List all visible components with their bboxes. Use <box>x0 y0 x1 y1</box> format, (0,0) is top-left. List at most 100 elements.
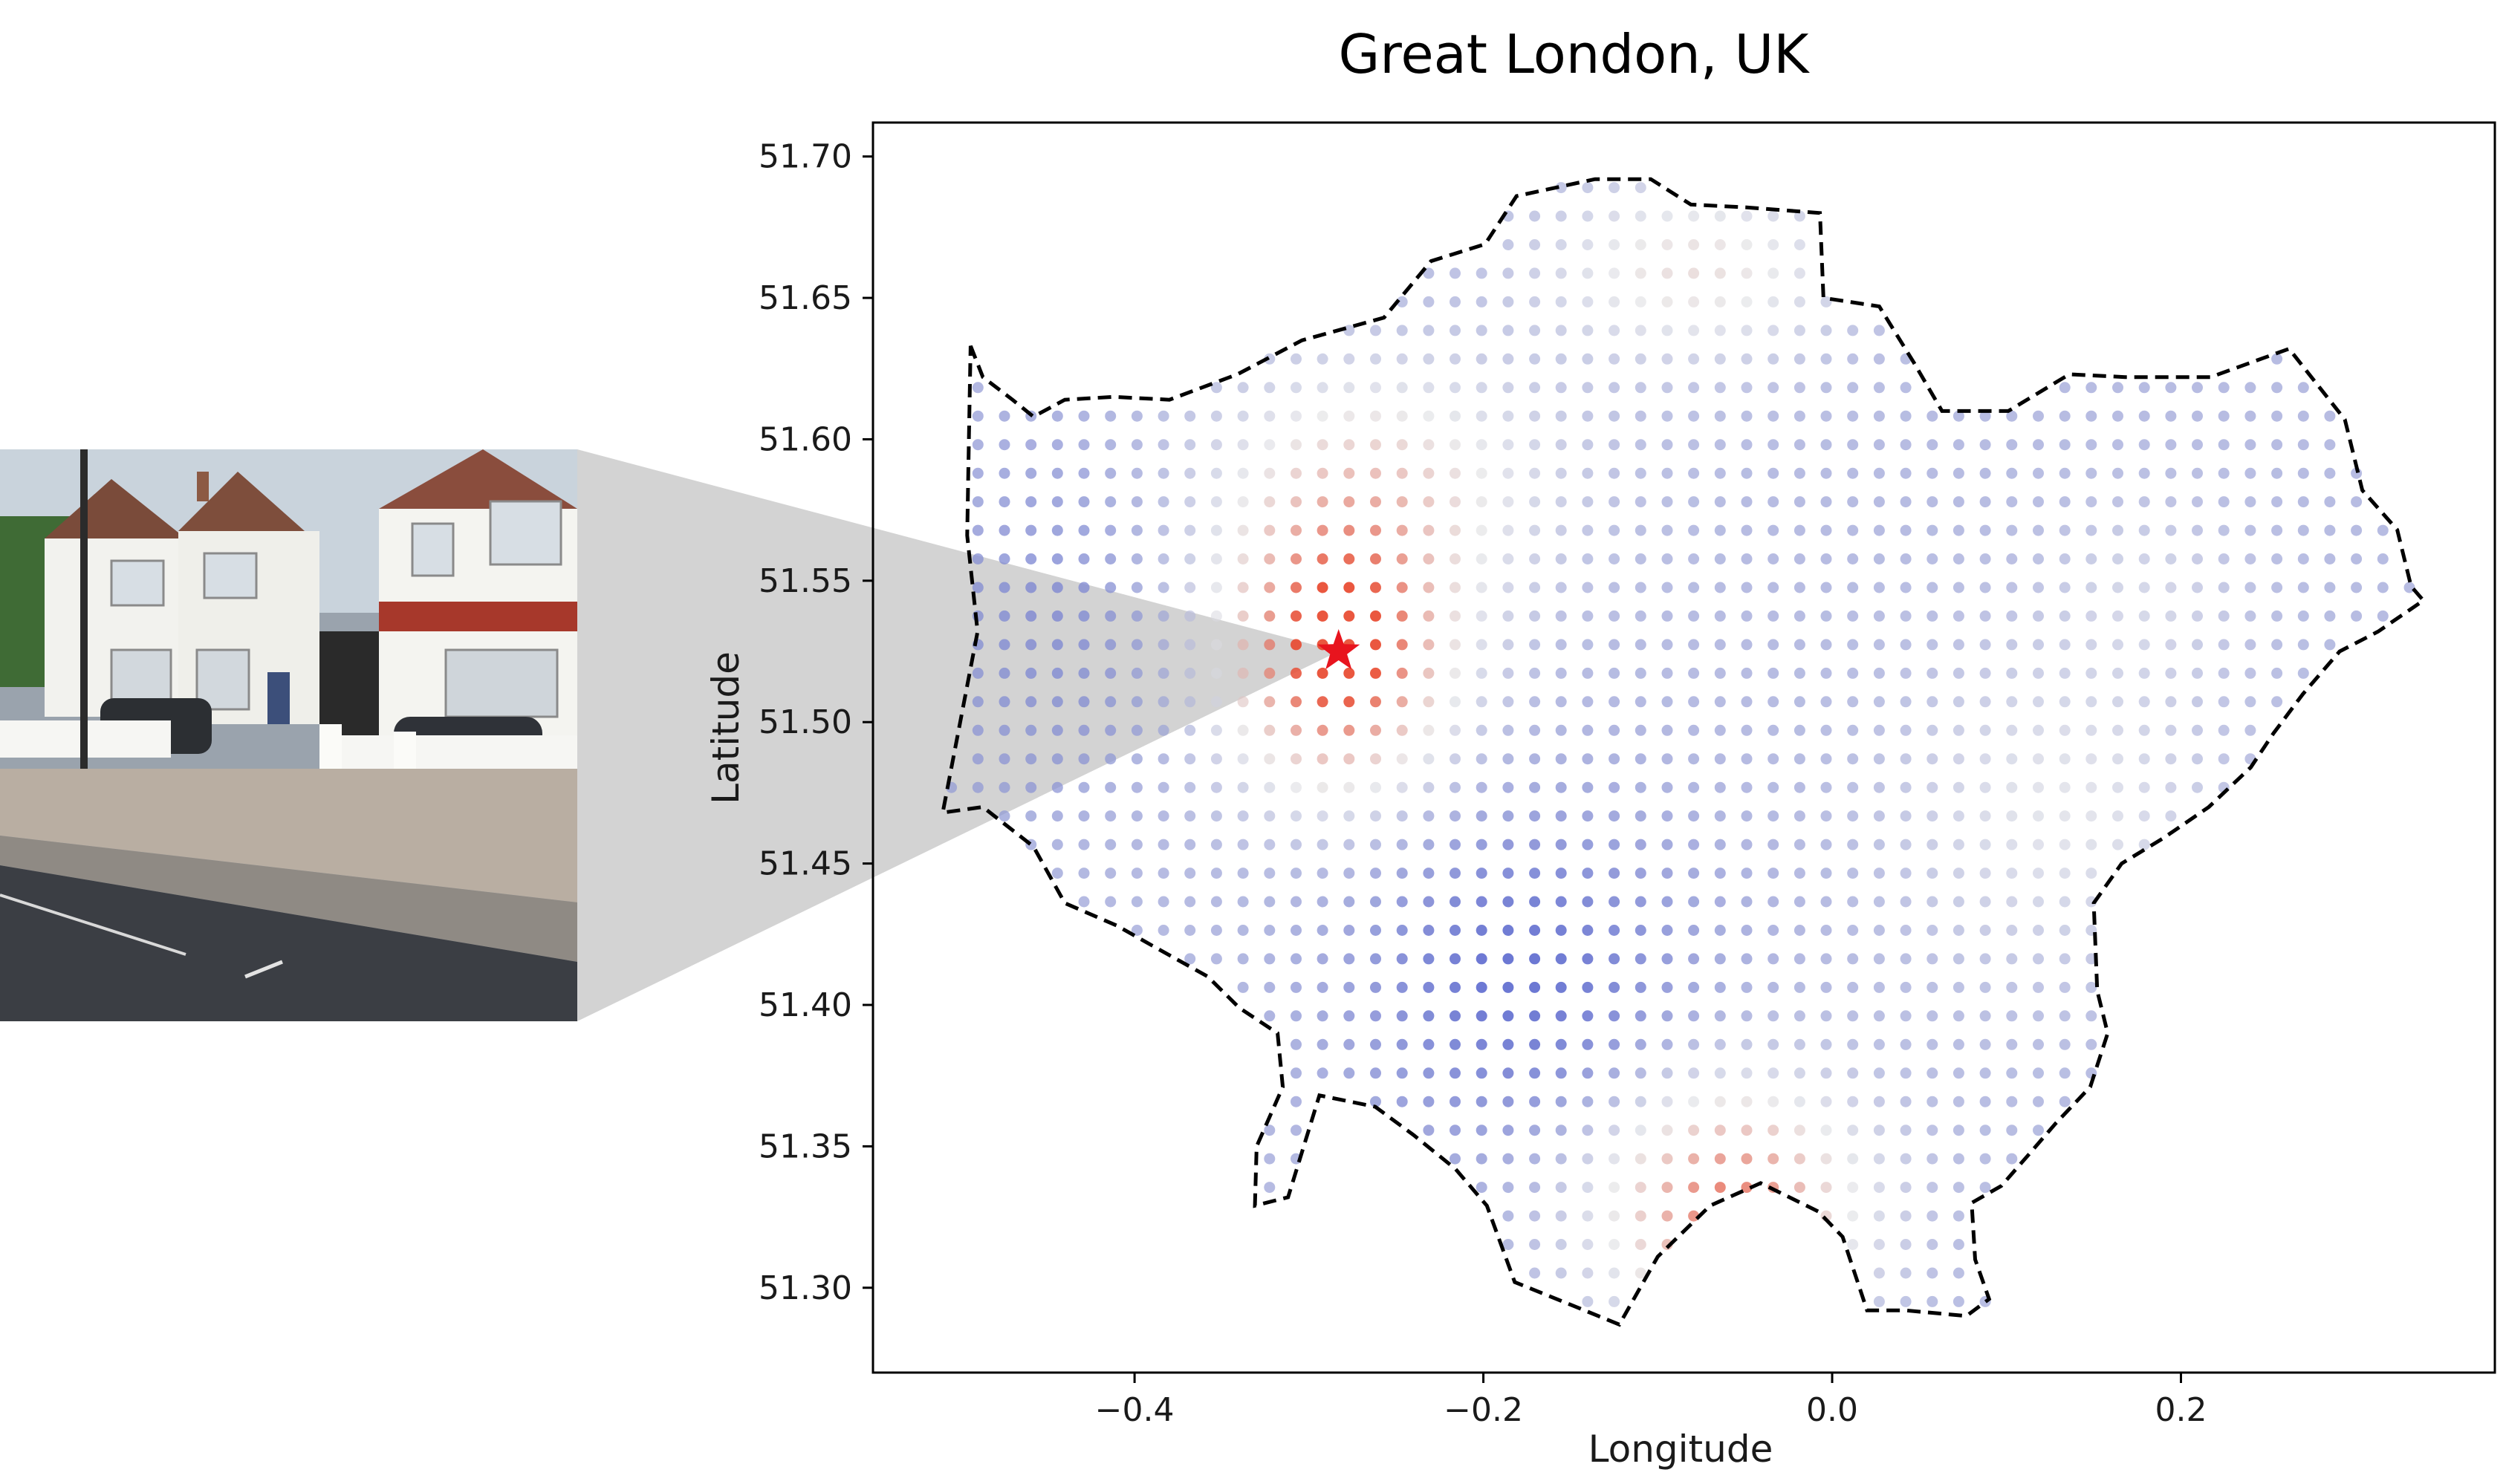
grid-point <box>1158 582 1169 593</box>
grid-point <box>1291 981 1302 993</box>
grid-point <box>1184 868 1196 879</box>
grid-point <box>1609 1239 1620 1250</box>
grid-point <box>1794 1010 1805 1022</box>
grid-point <box>1873 1010 1885 1022</box>
grid-point <box>1952 781 1964 793</box>
grid-point <box>1609 1153 1620 1165</box>
grid-point <box>1502 1153 1514 1165</box>
grid-point <box>2033 610 2044 622</box>
grid-point <box>1609 210 1620 222</box>
grid-point <box>1714 696 1726 708</box>
grid-point <box>2192 781 2203 793</box>
grid-point <box>1609 1295 1620 1307</box>
grid-point <box>1979 925 1991 936</box>
grid-point <box>1529 353 1541 365</box>
grid-point <box>1131 439 1143 451</box>
grid-point <box>1131 724 1143 736</box>
grid-point <box>1582 410 1594 422</box>
grid-point <box>1609 696 1620 708</box>
grid-point <box>2218 410 2230 422</box>
grid-point <box>1343 1038 1355 1050</box>
grid-point <box>1820 353 1832 365</box>
grid-point <box>1476 925 1487 936</box>
grid-point <box>999 753 1010 765</box>
grid-point <box>1370 868 1381 879</box>
grid-point <box>2085 582 2097 593</box>
grid-point <box>1952 610 1964 622</box>
grid-point <box>1502 353 1514 365</box>
grid-point <box>1873 1125 1885 1136</box>
grid-point <box>1847 696 1859 708</box>
grid-point <box>1317 1038 1328 1050</box>
grid-point <box>1794 610 1805 622</box>
grid-point <box>1741 667 1753 679</box>
grid-point <box>1952 896 1964 908</box>
grid-point <box>1370 667 1381 679</box>
grid-point <box>1370 410 1381 422</box>
grid-point <box>1237 696 1249 708</box>
grid-point <box>1926 981 1938 993</box>
grid-point <box>1450 296 1461 307</box>
grid-point <box>1714 553 1726 564</box>
grid-point <box>1609 267 1620 279</box>
grid-point <box>1609 1125 1620 1136</box>
grid-point <box>1847 1067 1859 1079</box>
grid-point <box>1582 239 1594 250</box>
grid-point <box>2297 524 2309 536</box>
grid-point <box>1741 1182 1753 1194</box>
grid-point <box>1926 896 1938 908</box>
grid-point <box>1264 1153 1276 1165</box>
grid-point <box>1926 1210 1938 1222</box>
grid-point <box>1900 896 1912 908</box>
grid-point <box>1450 582 1461 593</box>
grid-point <box>1184 724 1196 736</box>
grid-point <box>2006 925 2018 936</box>
grid-point <box>1423 467 1435 479</box>
grid-point <box>1131 496 1143 508</box>
grid-point <box>1873 953 1885 965</box>
grid-point <box>1900 639 1912 651</box>
grid-point <box>2218 553 2230 564</box>
grid-point <box>1847 839 1859 850</box>
grid-point <box>1529 639 1541 651</box>
grid-point <box>1529 496 1541 508</box>
grid-point <box>1370 1010 1381 1022</box>
grid-point <box>1952 724 1964 736</box>
grid-point <box>972 781 984 793</box>
grid-point <box>1794 239 1805 250</box>
grid-point <box>2112 667 2123 679</box>
grid-point <box>1502 925 1514 936</box>
grid-point <box>1767 753 1779 765</box>
grid-point <box>1264 781 1276 793</box>
grid-point <box>1529 382 1541 394</box>
grid-point <box>1714 925 1726 936</box>
grid-point <box>2033 439 2044 451</box>
plot-area <box>871 121 2496 1374</box>
grid-point <box>1926 1038 1938 1050</box>
grid-point <box>1158 868 1169 879</box>
grid-point <box>1847 667 1859 679</box>
grid-point <box>1873 353 1885 365</box>
grid-point <box>1343 410 1355 422</box>
y-axis-label: Latitude <box>704 651 747 804</box>
grid-point <box>1210 639 1222 651</box>
grid-point <box>1529 896 1541 908</box>
grid-point <box>2006 839 2018 850</box>
grid-point <box>1688 553 1700 564</box>
grid-point <box>1794 410 1805 422</box>
grid-point <box>1210 753 1222 765</box>
grid-point <box>1105 496 1117 508</box>
grid-point <box>1502 981 1514 993</box>
grid-point <box>1609 1010 1620 1022</box>
grid-point <box>1688 439 1700 451</box>
grid-point <box>1476 1067 1487 1079</box>
grid-point <box>2085 496 2097 508</box>
grid-point <box>1450 553 1461 564</box>
grid-point <box>1450 353 1461 365</box>
grid-point <box>1873 325 1885 336</box>
star-marker <box>1317 629 1360 670</box>
grid-point <box>2324 582 2336 593</box>
grid-point <box>1529 1210 1541 1222</box>
grid-point <box>1820 953 1832 965</box>
grid-point <box>1210 582 1222 593</box>
